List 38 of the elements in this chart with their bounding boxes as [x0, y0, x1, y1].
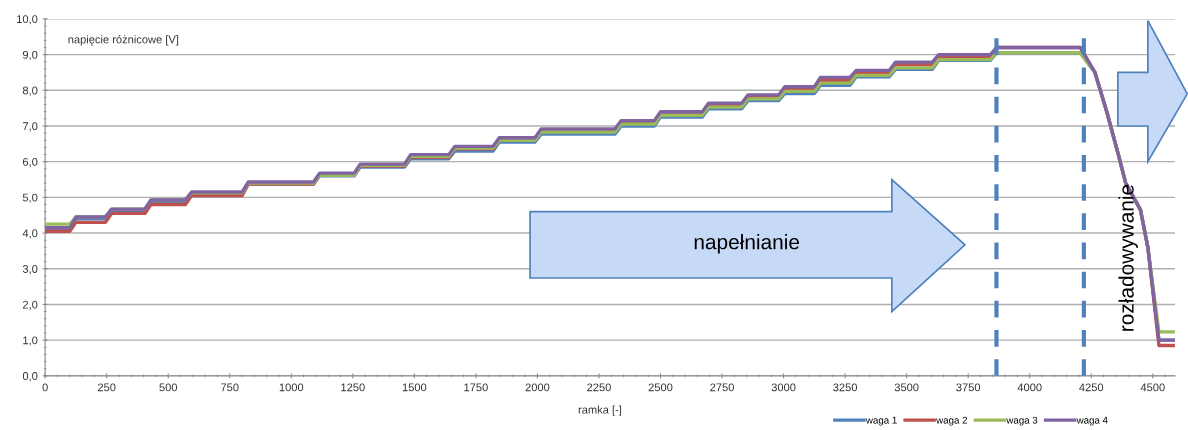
y-tick-label: 5,0 [22, 193, 38, 203]
x-tick-label: 0 [42, 383, 48, 392]
x-axis-title: ramka [-] [578, 405, 622, 416]
annotation: napełnianie [694, 234, 800, 254]
x-tick-label: 750 [221, 383, 239, 392]
x-tick-label: 250 [97, 383, 116, 392]
y-tick-label: 10,0 [17, 15, 38, 25]
x-tick-label: 500 [159, 383, 178, 392]
x-tick-label: 1750 [464, 383, 488, 392]
x-tick-label: 1250 [341, 383, 365, 392]
legend-label: waga 1 [865, 416, 897, 426]
y-axis-title: napięcie różnicowe [V] [68, 35, 179, 46]
y-tick-label: 9,0 [22, 50, 38, 61]
x-tick-label: 3500 [894, 383, 919, 392]
x-tick-label: 2500 [648, 383, 673, 392]
y-tick-label: 0,0 [22, 372, 38, 382]
y-tick-label: 3,0 [22, 265, 38, 275]
y-tick-label: 1,0 [23, 336, 38, 346]
y-tick-label: 4,0 [22, 229, 38, 239]
y-tick-label: 6,0 [22, 157, 38, 168]
x-tick-label: 3000 [771, 383, 796, 392]
y-tick-label: 8,0 [22, 86, 38, 96]
x-tick-label: 1500 [402, 383, 427, 392]
legend-label: waga 2 [936, 416, 968, 426]
x-tick-label: 4250 [1079, 383, 1104, 392]
x-tick-label: 2000 [525, 383, 550, 392]
legend-label: waga 4 [1076, 416, 1108, 426]
x-tick-label: 4500 [1140, 383, 1165, 392]
x-tick-label: 1000 [279, 383, 304, 392]
x-tick-label: 3750 [956, 383, 981, 392]
x-tick-label: 3250 [833, 383, 858, 392]
x-tick-label: 2750 [710, 383, 734, 392]
y-tick-label: 7,0 [22, 122, 38, 132]
annotation: rozładowywanie [1118, 184, 1138, 331]
x-tick-label: 4000 [1017, 383, 1042, 392]
y-tick-label: 2,0 [22, 300, 38, 310]
x-tick-label: 2250 [587, 383, 611, 392]
legend-label: waga 3 [1006, 416, 1038, 426]
